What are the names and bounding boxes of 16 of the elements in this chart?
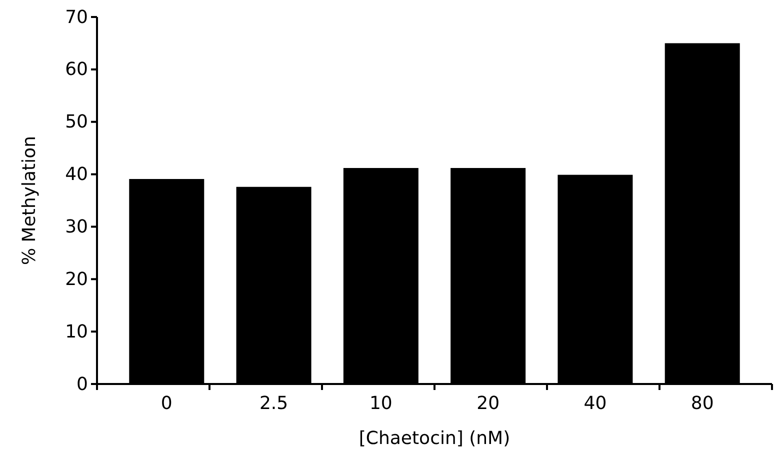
y-tick-label: 40	[65, 164, 88, 186]
x-tick-label: 2.5	[259, 392, 288, 414]
x-tick-label: 40	[584, 392, 607, 414]
x-axis-title: [Chaetocin] (nM)	[358, 428, 510, 449]
y-axis-title: % Methylation	[19, 136, 40, 266]
x-tick-label: 10	[369, 392, 392, 414]
y-tick-label: 50	[65, 112, 88, 133]
x-tick-label: 80	[690, 392, 714, 414]
x-tick-label: 20	[476, 392, 500, 414]
y-tick-label: 70	[65, 6, 88, 28]
y-tick-label: 20	[65, 268, 88, 290]
y-tick-label: 60	[65, 59, 88, 80]
y-tick-label: 30	[65, 216, 88, 238]
x-tick-label: 0	[160, 392, 172, 414]
y-tick-label: 10	[65, 321, 88, 342]
y-tick-label: 0	[76, 374, 88, 395]
